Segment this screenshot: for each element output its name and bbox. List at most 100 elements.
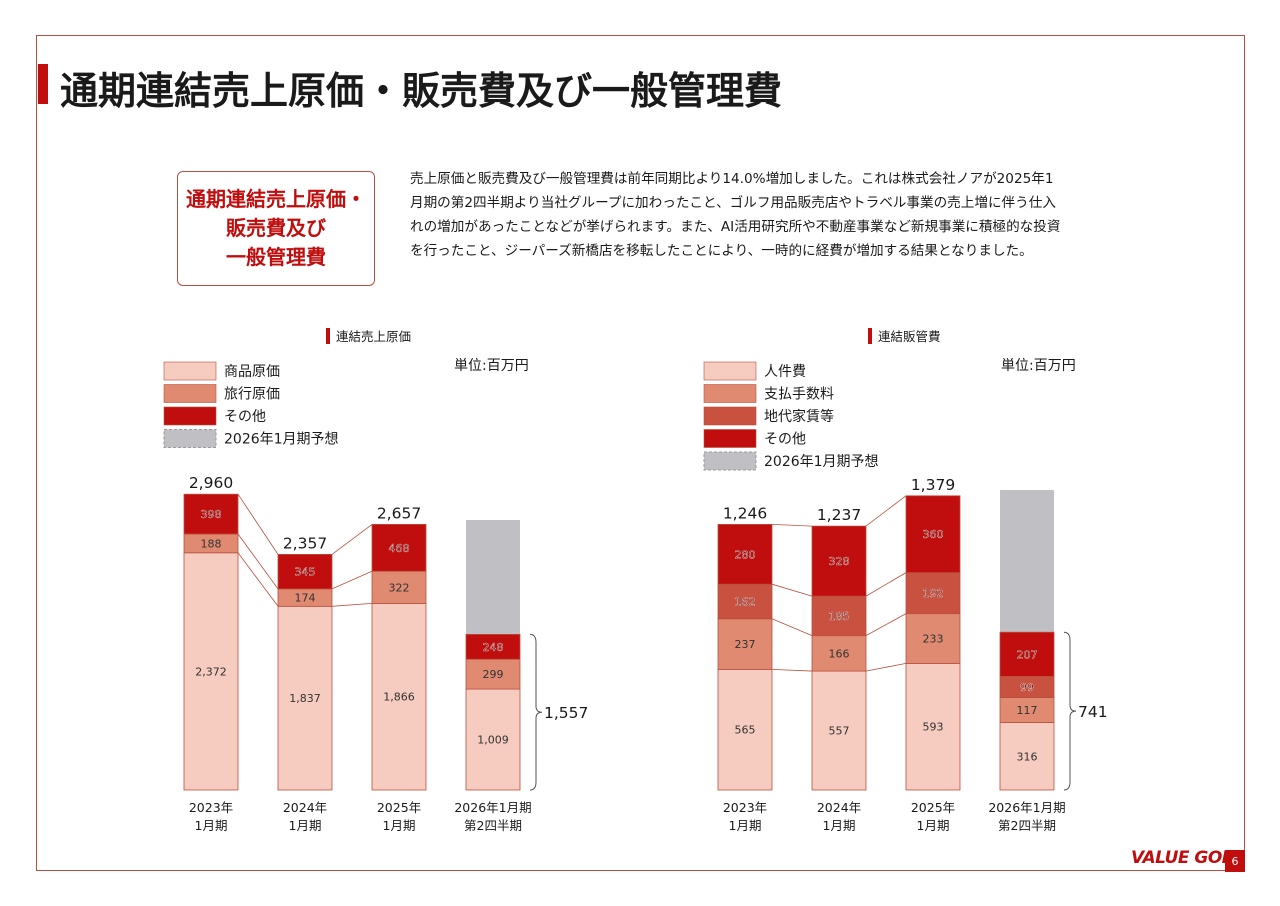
legend-swatch (703, 361, 757, 381)
legend-label: 地代家賃等 (764, 408, 834, 425)
data-label: 593 (923, 721, 944, 734)
forecast-bracket (529, 633, 543, 791)
data-label: 1,837 (289, 692, 321, 705)
connector-line (237, 552, 279, 607)
title-accent-bar (38, 64, 48, 104)
data-label: 398 (201, 508, 222, 521)
legend-label: その他 (764, 432, 806, 448)
bar-segment (183, 493, 239, 535)
legend-label: 旅行原価 (224, 387, 280, 403)
data-label: 237 (735, 638, 756, 651)
category-label: 2025年 (911, 800, 955, 815)
forecast-total-label: 1,557 (544, 704, 588, 722)
total-label: 1,246 (723, 504, 767, 522)
category-label: 2023年 (723, 800, 767, 815)
category-label: 2026年1月期 (988, 800, 1065, 815)
total-label: 1,379 (911, 476, 955, 494)
bar-segment (999, 722, 1055, 791)
category-label: 1月期 (289, 818, 322, 833)
category-label: 第2四半期 (464, 818, 522, 833)
data-label: 557 (829, 725, 850, 738)
bar-segment (277, 553, 333, 590)
data-label: 188 (201, 537, 222, 550)
total-label: 2,357 (283, 534, 327, 552)
summary-label-line: 一般管理費 (226, 245, 326, 269)
bar-segment (905, 495, 961, 574)
data-label: 233 (923, 633, 944, 646)
bar-segment (999, 631, 1055, 677)
category-label: 2023年 (189, 800, 233, 815)
connector-line (865, 495, 907, 527)
legend-swatch (163, 429, 217, 448)
legend-swatch (163, 384, 217, 403)
legend-label: 支払手数料 (764, 387, 834, 403)
legend-swatch (703, 384, 757, 403)
summary-line: 売上原価と販売費及び一般管理費は前年同期比より14.0%増加しました。これは株式… (410, 171, 1054, 187)
category-label: 1月期 (729, 818, 762, 833)
chart-title-marker (868, 328, 872, 344)
data-label: 468 (389, 542, 410, 555)
connector-line (237, 493, 279, 555)
chart-unit: 単位:百万円 (454, 358, 529, 374)
bar-segment (717, 524, 773, 585)
connector-line (771, 618, 813, 637)
bar-segment (717, 618, 773, 670)
data-label: 299 (483, 668, 504, 681)
connector-line (331, 570, 373, 590)
data-label: 207 (1017, 648, 1038, 661)
total-label: 2,960 (189, 474, 233, 492)
total-label: 1,237 (817, 506, 861, 524)
legend-swatch (703, 451, 757, 471)
legend-label: その他 (224, 409, 266, 425)
category-label: 2026年1月期 (454, 800, 531, 815)
page-frame (36, 35, 1245, 871)
category-label: 2024年 (817, 800, 861, 815)
connector-line (865, 613, 907, 636)
data-label: 248 (483, 641, 504, 654)
bar-segment (277, 605, 333, 791)
total-label: 2,657 (377, 504, 421, 522)
category-label: 1月期 (823, 818, 856, 833)
page-number: 6 (1225, 850, 1245, 872)
data-label: 322 (389, 581, 410, 594)
data-label: 192 (923, 587, 944, 600)
summary-line: を行ったこと、ジーパーズ新橋店を移転したことにより、一時的に経費が増加する結果と… (410, 243, 1033, 259)
category-label: 2025年 (377, 800, 421, 815)
bar-segment (999, 697, 1055, 723)
summary-line: れの増加があったことなどが挙げられます。また、AI活用研究所や不動産事業など新規… (410, 219, 1061, 235)
bar-segment (465, 688, 521, 791)
legend-swatch (703, 406, 757, 426)
data-label: 99 (1020, 681, 1034, 694)
bar-segment (811, 635, 867, 672)
summary-text: 売上原価と販売費及び一般管理費は前年同期比より14.0%増加しました。これは株式… (410, 167, 1110, 263)
category-label: 2024年 (283, 800, 327, 815)
brand-logo: VALUE GOLF (1131, 848, 1244, 868)
bar-segment (371, 570, 427, 604)
forecast-total-label: 741 (1078, 703, 1108, 721)
connector-line (771, 524, 813, 527)
data-label: 166 (829, 647, 850, 660)
data-label: 1,009 (477, 734, 509, 747)
bar-segment (717, 668, 773, 791)
data-label: 1,866 (383, 691, 415, 704)
legend-label: 2026年1月期予想 (224, 432, 339, 448)
legend-swatch (703, 429, 757, 448)
connector-line (865, 572, 907, 597)
data-label: 117 (1017, 704, 1038, 717)
connector-line (331, 524, 373, 555)
legend-label: 人件費 (764, 364, 806, 380)
connector-line (865, 663, 907, 672)
category-label: 第2四半期 (998, 818, 1056, 833)
chart-title-marker (326, 328, 330, 344)
summary-label: 通期連結売上原価・ 販売費及び 一般管理費 (186, 185, 366, 272)
data-label: 345 (295, 566, 316, 579)
summary-label-line: 販売費及び (226, 216, 326, 240)
chart-title: 連結売上原価 (336, 329, 411, 344)
data-label: 174 (295, 592, 316, 605)
bar-segment (905, 662, 961, 791)
bar-segment (905, 613, 961, 664)
forecast-bracket (1063, 631, 1077, 791)
legend-swatch (163, 406, 217, 426)
